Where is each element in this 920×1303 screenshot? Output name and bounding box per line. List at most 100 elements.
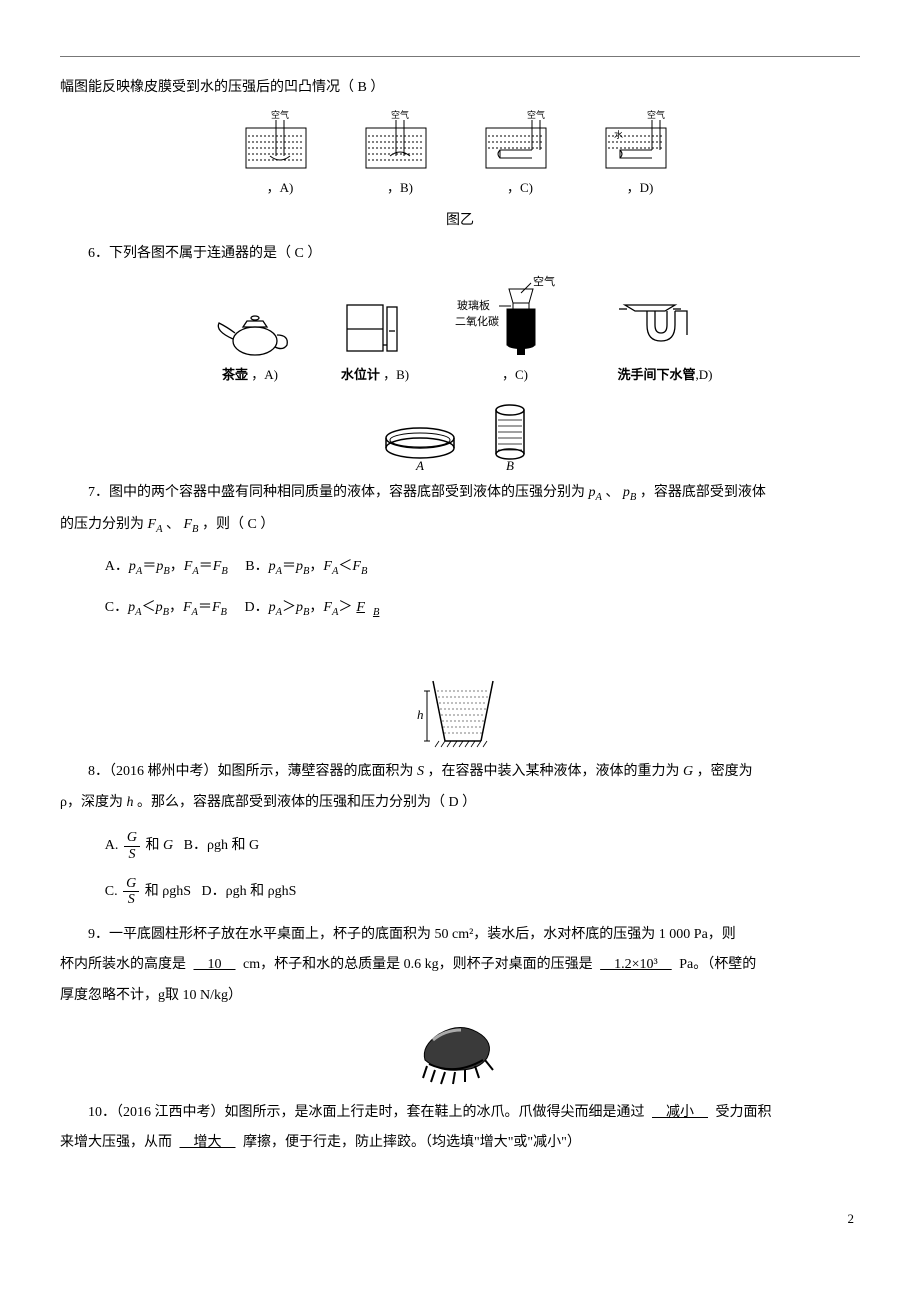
q6-figures: 茶壶 ，A) 水位计 ，B) 空气 玻璃板 二氧化碳 (60, 275, 860, 388)
top-rule (60, 56, 860, 57)
q10-line2: 来增大压强，从而 增大 摩擦，便于行走，防止摔跤。（均选填"增大"或"减小"） (60, 1130, 860, 1157)
ice-cleat-icon (405, 1016, 515, 1094)
q7-stem2: ，容器底部受到液体 (640, 485, 766, 500)
q6-suffix: ） (307, 246, 321, 261)
svg-text:空气: 空气 (647, 110, 665, 120)
q5-text: 幅图能反映橡皮膜受到水的压强后的凹凸情况（ (60, 80, 354, 95)
q5-svg-c: 空气 (480, 110, 560, 174)
q8-a-g: G (163, 838, 173, 853)
q7-fa-sub: A (156, 524, 162, 535)
q7-pa: p (589, 485, 596, 500)
drain-pipe-icon (615, 291, 715, 361)
q6-answer: C (295, 246, 304, 261)
q6-d-name: 洗手间下水管 (618, 367, 696, 382)
q8-stem-line1: 8．（2016 郴州中考）如图所示，薄壁容器的底面积为 S ，在容器中装入某种液… (60, 759, 860, 786)
q8-b: B．ρgh 和 G (184, 838, 259, 853)
q8-options-row2: C. GS 和 ρghS D．ρgh 和 ρghS (105, 876, 860, 908)
q7-pb-sub: B (630, 492, 636, 503)
q8-stem-line2: ρ，深度为 h 。那么，容器底部受到液体的压强和压力分别为（ D ） (60, 790, 860, 817)
q8-stem2: ，在容器中装入某种液体，液体的重力为 (428, 764, 680, 779)
svg-text:空气: 空气 (533, 275, 555, 288)
q8-answer: D (449, 795, 459, 810)
q6-prefix: 6．下列各图不属于连通器的是（ (88, 246, 291, 261)
q9-stem1: 9．一平底圆柱形杯子放在水平桌面上，杯子的底面积为 50 cm²，装水后，水对杯… (88, 927, 736, 942)
q6-d-caption: 洗手间下水管,D) (615, 363, 715, 388)
q5-svg-a: 空气 (240, 110, 320, 174)
svg-text:二氧化碳: 二氧化碳 (455, 314, 499, 328)
q6-stem: 6．下列各图不属于连通器的是（ C ） (60, 241, 860, 268)
q9-ans1: 10 (190, 957, 240, 972)
q6-b-tag: ，B) (383, 367, 409, 382)
q5-svg-d: 空气 水 (600, 110, 680, 174)
q5-fig-b: 空气 ，B) (360, 110, 440, 201)
q10-line1: 10．（2016 江西中考）如图所示，是冰面上行走时，套在鞋上的冰爪。爪做得尖而… (60, 1100, 860, 1127)
svg-text:空气: 空气 (271, 110, 289, 120)
q5-label-d: ，D) (600, 176, 680, 201)
q8-stem5: 。那么，容器底部受到液体的压强和压力分别为（ (137, 795, 445, 810)
q10-stem2: 受力面积 (716, 1105, 772, 1120)
q7-stem-line2: 的压力分别为 FA 、 FB ，则（ C ） (60, 512, 860, 540)
q8-a-mid: 和 (146, 838, 164, 853)
q8-S: S (417, 764, 424, 779)
q8-d: D．ρgh 和 ρghS (202, 884, 297, 899)
q8-G: G (683, 764, 693, 779)
q7-answer: C (247, 517, 256, 532)
q9-stem5: 厚度忽略不计，g取 10 N/kg） (60, 988, 242, 1003)
q5-label-a: ，A) (240, 176, 320, 201)
q8-h: h (127, 795, 134, 810)
q5-fig-d: 空气 水 ，D) (600, 110, 680, 201)
q6-d-tag: ,D) (696, 367, 713, 382)
q8-options-row1: A. GS 和 G B．ρgh 和 G (105, 830, 860, 862)
svg-text:空气: 空气 (391, 110, 409, 120)
q5-fig-c: 空气 ，C) (480, 110, 560, 201)
q8-stem6: ） (462, 795, 476, 810)
q6-c-tag: ，C) (502, 367, 528, 382)
q5-close: ） (370, 80, 384, 95)
q7-stem5: ） (260, 517, 274, 532)
q7-stem-line1: 7．图中的两个容器中盛有同种相同质量的液体，容器底部受到液体的压强分别为 pA … (60, 480, 860, 508)
q6-b-name: 水位计 (341, 367, 380, 382)
teapot-icon (205, 301, 295, 361)
q6-c-caption: ，C) (455, 363, 575, 388)
q9-line2: 杯内所装水的高度是 10 cm，杯子和水的总质量是 0.6 kg，则杯子对桌面的… (60, 952, 860, 979)
q10-stem3: 来增大压强，从而 (60, 1135, 172, 1150)
q7-fa: F (148, 517, 157, 532)
q7-stem4: ，则（ (202, 517, 244, 532)
q6-fig-c: 空气 玻璃板 二氧化碳 ，C) (455, 275, 575, 388)
q9-stem4: Pa。（杯壁的 (679, 957, 756, 972)
q9-line3: 厚度忽略不计，g取 10 N/kg） (60, 983, 860, 1010)
svg-text:玻璃板: 玻璃板 (457, 298, 490, 312)
q8-c-mid: 和 ρghS (145, 884, 191, 899)
svg-text:水: 水 (614, 129, 623, 140)
q8-figure: h (60, 673, 860, 753)
q8-a-pre: A. (105, 838, 119, 853)
q7-figure: A B (60, 396, 860, 474)
q6-b-caption: 水位计 ，B) (335, 363, 415, 388)
q7-stem3: 的压力分别为 (60, 517, 144, 532)
svg-text:h: h (417, 707, 424, 722)
q8-stem4: ρ，深度为 (60, 795, 123, 810)
q9-line1: 9．一平底圆柱形杯子放在水平桌面上，杯子的底面积为 50 cm²，装水后，水对杯… (60, 922, 860, 949)
q5-caption: 图乙 (60, 208, 860, 235)
q7-sep1: 、 (605, 485, 619, 500)
q7-fb: F (183, 517, 192, 532)
q5-svg-b: 空气 (360, 110, 440, 174)
q10-stem1: 10．（2016 江西中考）如图所示，是冰面上行走时，套在鞋上的冰爪。爪做得尖而… (88, 1105, 645, 1120)
q7-pa-sub: A (596, 492, 602, 503)
q9-stem2: 杯内所装水的高度是 (60, 957, 186, 972)
q7-pb: p (623, 485, 630, 500)
q6-fig-b: 水位计 ，B) (335, 293, 415, 388)
q5-label-c: ，C) (480, 176, 560, 201)
page-number: 2 (60, 1207, 860, 1232)
q5-continuation: 幅图能反映橡皮膜受到水的压强后的凹凸情况（ B ） (60, 75, 860, 102)
q6-fig-d: 洗手间下水管,D) (615, 291, 715, 388)
q10-stem4: 摩擦，便于行走，防止摔跤。（均选填"增大"或"减小"） (243, 1135, 581, 1150)
q6-fig-a: 茶壶 ，A) (205, 301, 295, 388)
q9-ans2: 1.2×10³ (596, 957, 676, 972)
q5-label-b: ，B) (360, 176, 440, 201)
svg-text:A: A (415, 458, 424, 473)
q8-stem1: 8．（2016 郴州中考）如图所示，薄壁容器的底面积为 (88, 764, 414, 779)
q6-a-tag: ，A) (251, 367, 278, 382)
q7-sep2: 、 (166, 517, 180, 532)
svg-text:空气: 空气 (527, 110, 545, 120)
